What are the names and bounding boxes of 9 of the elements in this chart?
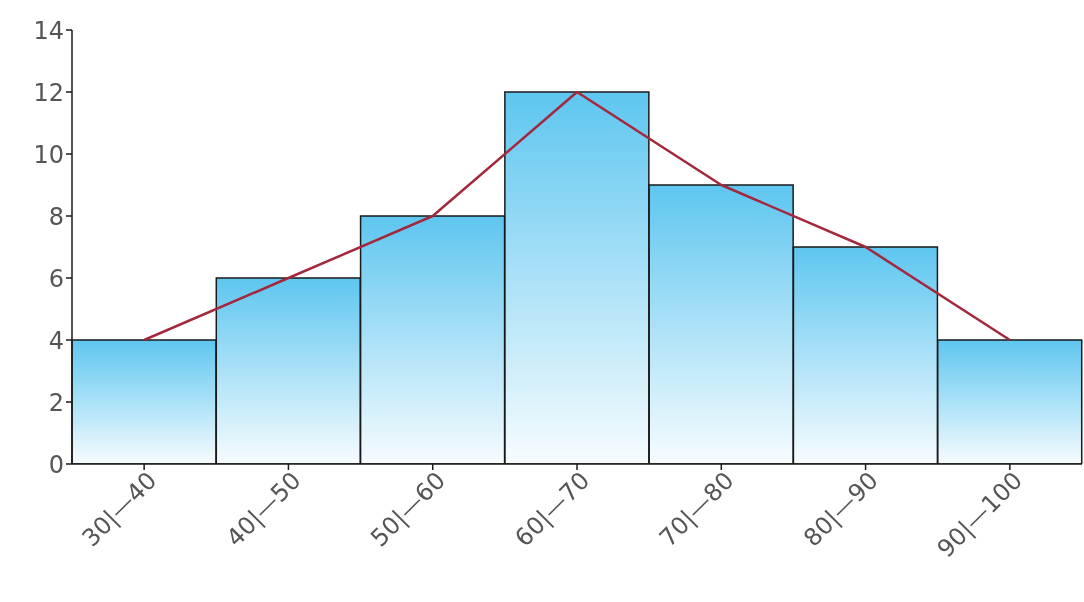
y-tick-label: 6 bbox=[48, 264, 64, 293]
y-tick-label: 8 bbox=[48, 202, 64, 231]
y-tick-label: 2 bbox=[48, 388, 64, 417]
line-series bbox=[142, 90, 1012, 342]
y-tick-label: 12 bbox=[33, 78, 64, 107]
y-tick-label: 14 bbox=[33, 16, 64, 45]
y-tick-label: 4 bbox=[48, 326, 64, 355]
y-tick-label: 0 bbox=[48, 450, 64, 479]
y-tick-label: 10 bbox=[33, 140, 64, 169]
